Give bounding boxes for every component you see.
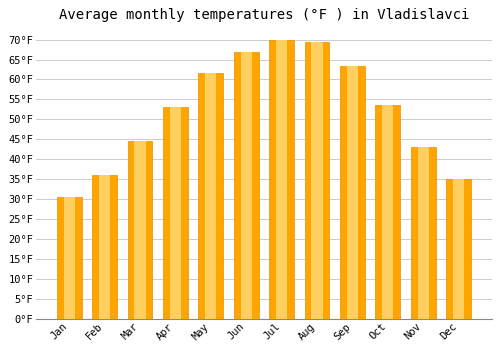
Bar: [198, 74, 223, 318]
Bar: [347, 65, 358, 319]
Bar: [453, 179, 464, 318]
Bar: [64, 197, 75, 318]
Bar: [382, 105, 394, 318]
Bar: [269, 40, 294, 318]
Bar: [376, 105, 400, 318]
Bar: [304, 42, 330, 318]
Bar: [418, 147, 428, 318]
Title: Average monthly temperatures (°F ) in Vladislavci: Average monthly temperatures (°F ) in Vl…: [58, 8, 469, 22]
Bar: [446, 179, 471, 318]
Bar: [170, 107, 181, 318]
Bar: [276, 40, 287, 318]
Bar: [312, 42, 322, 318]
Bar: [57, 197, 82, 318]
Bar: [163, 107, 188, 318]
Bar: [92, 175, 117, 318]
Bar: [205, 74, 216, 318]
Bar: [99, 175, 110, 318]
Bar: [411, 147, 436, 318]
Bar: [234, 51, 258, 318]
Bar: [134, 141, 145, 318]
Bar: [240, 51, 252, 318]
Bar: [128, 141, 152, 318]
Bar: [340, 65, 365, 319]
